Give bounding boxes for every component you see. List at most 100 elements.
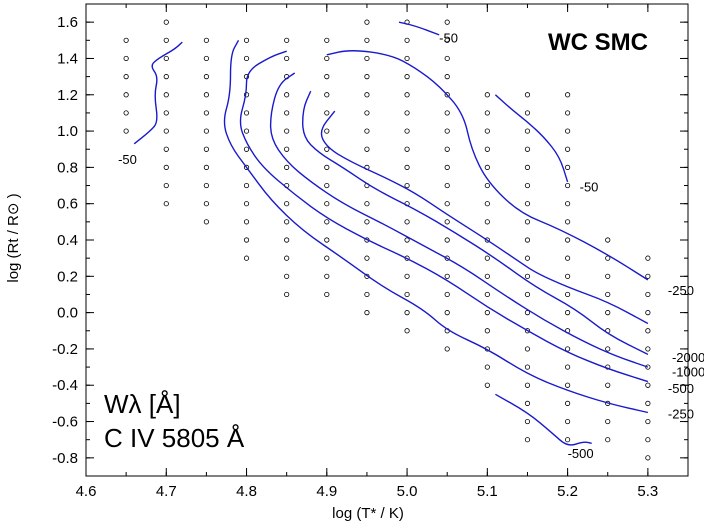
model-point xyxy=(444,19,450,25)
model-point xyxy=(645,418,651,425)
model-point xyxy=(605,273,611,279)
model-point xyxy=(404,37,410,43)
model-point xyxy=(243,37,250,43)
model-point xyxy=(605,382,611,388)
model-point xyxy=(564,437,571,443)
x-tick-label: 4.9 xyxy=(316,483,337,500)
y-tick-label: 0.0 xyxy=(57,305,78,322)
model-point xyxy=(564,146,571,152)
model-point xyxy=(645,255,651,261)
x-axis: 4.6 4.7 4.8 4.9 5.0 5.1 5.2 5.3 xyxy=(76,4,689,500)
model-point xyxy=(605,418,611,425)
model-point xyxy=(324,110,330,116)
model-point xyxy=(524,237,531,243)
model-point xyxy=(564,364,571,370)
model-point xyxy=(243,219,250,225)
model-point xyxy=(404,74,410,80)
x-tick-label: 5.2 xyxy=(557,483,578,500)
x-tick-label: 4.6 xyxy=(76,483,97,500)
model-point xyxy=(524,291,531,298)
model-point xyxy=(444,237,450,243)
model-point xyxy=(645,455,651,461)
model-point xyxy=(524,273,531,279)
contour-lines xyxy=(133,21,649,446)
model-point xyxy=(284,110,290,116)
model-point xyxy=(203,92,209,98)
contour-label: -1000 xyxy=(672,365,704,380)
model-point xyxy=(163,128,169,134)
model-point xyxy=(605,310,611,316)
model-point xyxy=(243,182,250,189)
model-point xyxy=(163,55,169,62)
y-tick-label: -0.4 xyxy=(52,377,78,394)
y-axis: -0.8 -0.6 -0.4 -0.2 0.0 0.2 0.4 0.6 0.8 1.0 1.2 1.4… xyxy=(52,3,688,477)
model-point xyxy=(404,291,410,298)
contour-line xyxy=(133,41,183,145)
model-point xyxy=(284,128,290,134)
model-point xyxy=(243,146,250,152)
model-point xyxy=(364,310,370,316)
model-point xyxy=(284,291,290,298)
model-point xyxy=(163,92,169,98)
model-point xyxy=(645,291,651,298)
x-tick-label: 4.8 xyxy=(236,483,257,500)
model-point xyxy=(324,291,330,298)
model-point xyxy=(564,182,571,189)
model-point xyxy=(564,291,571,298)
model-point xyxy=(203,146,209,152)
contour-label: -50 xyxy=(439,30,458,45)
model-point xyxy=(243,201,250,207)
model-point xyxy=(524,146,531,152)
model-point xyxy=(404,273,410,279)
model-point xyxy=(284,146,290,152)
model-point xyxy=(203,182,209,189)
model-point xyxy=(524,437,531,443)
model-point xyxy=(444,182,450,189)
y-tick-label: 1.2 xyxy=(57,87,78,104)
model-point xyxy=(444,146,450,152)
model-point xyxy=(524,219,531,225)
model-point xyxy=(605,255,611,261)
model-point xyxy=(364,74,370,80)
model-point xyxy=(284,201,290,207)
model-point xyxy=(163,74,169,80)
model-point xyxy=(404,92,410,98)
model-point xyxy=(404,146,410,152)
model-point xyxy=(524,164,531,170)
model-point xyxy=(364,201,370,207)
model-point xyxy=(284,273,290,279)
model-point xyxy=(284,219,290,225)
model-point xyxy=(444,310,450,316)
model-point xyxy=(324,255,330,261)
model-point xyxy=(564,128,571,134)
model-point xyxy=(484,364,490,370)
x-tick-label: 5.3 xyxy=(637,483,658,500)
y-tick-label: -0.6 xyxy=(52,414,78,431)
model-point xyxy=(284,237,290,243)
model-point xyxy=(484,201,490,207)
model-point xyxy=(364,19,370,25)
y-tick-label: 0.6 xyxy=(57,196,78,213)
model-point xyxy=(524,201,531,207)
model-point xyxy=(243,110,250,116)
y-tick-label: -0.2 xyxy=(52,341,78,358)
y-tick-label: 1.4 xyxy=(57,50,78,67)
model-point xyxy=(364,219,370,225)
model-point xyxy=(324,237,330,243)
model-point xyxy=(324,182,330,189)
model-point xyxy=(645,437,651,443)
model-point xyxy=(484,328,490,334)
contour-line xyxy=(320,110,649,325)
model-point xyxy=(364,146,370,152)
model-point xyxy=(203,74,209,80)
model-point xyxy=(163,146,169,152)
model-point xyxy=(484,382,490,388)
model-point xyxy=(484,128,490,134)
model-point xyxy=(243,255,250,261)
model-point xyxy=(243,55,250,62)
contour-line xyxy=(326,50,649,281)
model-point xyxy=(564,92,571,98)
model-point xyxy=(203,55,209,62)
model-point xyxy=(123,74,129,80)
